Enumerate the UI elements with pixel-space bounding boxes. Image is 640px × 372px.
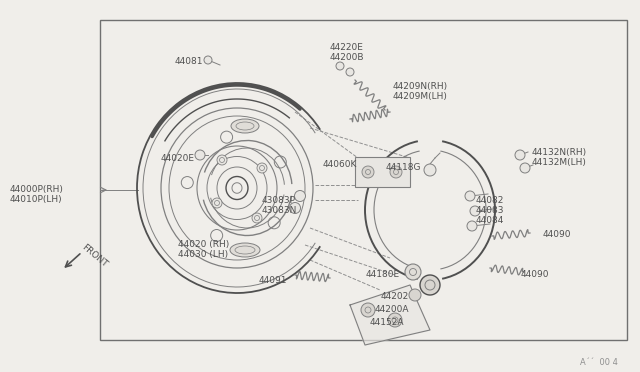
Circle shape	[257, 163, 267, 173]
Circle shape	[211, 230, 223, 241]
Circle shape	[294, 190, 305, 202]
Text: 44083: 44083	[476, 206, 504, 215]
Circle shape	[275, 156, 286, 168]
Text: 44010P(LH): 44010P(LH)	[10, 195, 63, 204]
Circle shape	[390, 166, 402, 178]
Circle shape	[520, 163, 530, 173]
Circle shape	[470, 206, 480, 216]
Circle shape	[405, 264, 421, 280]
Text: 44090: 44090	[521, 270, 550, 279]
Text: 44030 (LH): 44030 (LH)	[178, 250, 228, 259]
Text: 44118G: 44118G	[386, 163, 422, 172]
Circle shape	[252, 213, 262, 223]
Text: 44152A: 44152A	[370, 318, 404, 327]
Bar	[355, 157, 410, 187]
Text: 44200A: 44200A	[375, 305, 410, 314]
Text: 44060K: 44060K	[323, 160, 357, 169]
Circle shape	[420, 275, 440, 295]
Circle shape	[424, 164, 436, 176]
Circle shape	[467, 221, 477, 231]
Text: 44020E: 44020E	[161, 154, 195, 163]
Circle shape	[181, 177, 193, 189]
Text: 44084: 44084	[476, 216, 504, 225]
Circle shape	[362, 166, 374, 178]
Circle shape	[217, 155, 227, 165]
Text: 44200B: 44200B	[330, 53, 365, 62]
Circle shape	[515, 150, 525, 160]
Polygon shape	[350, 285, 430, 345]
Text: 44082: 44082	[476, 196, 504, 205]
Ellipse shape	[230, 243, 260, 257]
Text: 44020 (RH): 44020 (RH)	[178, 240, 229, 249]
Text: 44132N(RH): 44132N(RH)	[532, 148, 587, 157]
Text: 44220E: 44220E	[330, 43, 364, 52]
Text: 44000P(RH): 44000P(RH)	[10, 185, 64, 194]
Circle shape	[204, 56, 212, 64]
Bar	[100, 20, 627, 340]
Text: 44209N(RH): 44209N(RH)	[393, 82, 448, 91]
Text: 44090: 44090	[543, 230, 572, 239]
Text: 43083N: 43083N	[262, 206, 298, 215]
Text: 44209M(LH): 44209M(LH)	[393, 92, 448, 101]
Circle shape	[212, 198, 222, 208]
Circle shape	[268, 217, 280, 229]
Ellipse shape	[231, 119, 259, 133]
Circle shape	[336, 62, 344, 70]
Text: 43083P: 43083P	[262, 196, 296, 205]
Text: 44081: 44081	[175, 57, 204, 66]
Circle shape	[221, 131, 232, 143]
Circle shape	[465, 191, 475, 201]
Text: A´´  00 4: A´´ 00 4	[580, 358, 618, 367]
Circle shape	[346, 68, 354, 76]
Text: FRONT: FRONT	[80, 243, 109, 270]
Text: 44132M(LH): 44132M(LH)	[532, 158, 587, 167]
Circle shape	[388, 313, 402, 327]
Text: 44202: 44202	[381, 292, 409, 301]
Circle shape	[361, 303, 375, 317]
Text: 44180E: 44180E	[366, 270, 400, 279]
Circle shape	[409, 289, 421, 301]
Circle shape	[289, 202, 301, 214]
Circle shape	[195, 150, 205, 160]
Text: 44091: 44091	[259, 276, 287, 285]
